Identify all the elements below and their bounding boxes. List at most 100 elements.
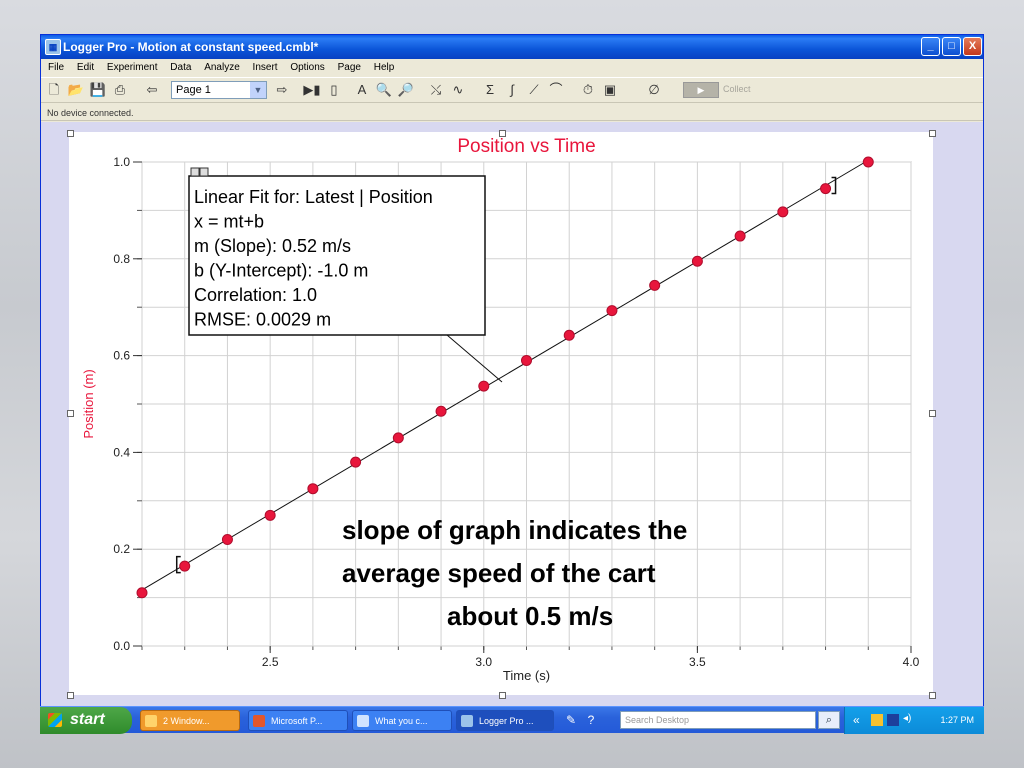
maximize-button[interactable]: □: [942, 37, 961, 56]
data-point[interactable]: [862, 156, 874, 168]
y-tick-label: 0.2: [113, 542, 130, 556]
collect-button[interactable]: ▶: [683, 82, 719, 98]
data-point[interactable]: [691, 255, 703, 267]
save-icon[interactable]: 💾: [89, 82, 107, 97]
menu-options[interactable]: Options: [290, 62, 325, 73]
tangent-icon[interactable]: ∿: [452, 82, 464, 97]
resize-handle[interactable]: [929, 692, 936, 699]
graph-panel[interactable]: 2.5 3.0 3.5 4.0 0.0 0.2 0.4 0.6 0.8 1.0 Position v…: [69, 132, 933, 695]
data-point[interactable]: [606, 305, 618, 317]
search-desktop-input[interactable]: Search Desktop: [620, 711, 816, 729]
data-point[interactable]: [435, 405, 447, 417]
taskbar-item-label: Logger Pro ...: [479, 716, 534, 726]
data-point[interactable]: [563, 329, 575, 341]
resize-handle[interactable]: [67, 130, 74, 137]
data-point[interactable]: [350, 456, 362, 468]
statistics-icon[interactable]: Σ: [485, 82, 495, 97]
volume-icon[interactable]: ◂): [903, 713, 912, 724]
fit-range-end-bracket[interactable]: [831, 176, 837, 195]
windows-flag-icon: [48, 713, 62, 727]
search-icon[interactable]: ⌕: [818, 711, 840, 729]
data-point[interactable]: [777, 206, 789, 218]
menu-file[interactable]: File: [48, 62, 65, 73]
linear-fit-icon[interactable]: ⟋: [529, 82, 539, 97]
data-point[interactable]: [307, 483, 319, 495]
menu-analyze[interactable]: Analyze: [204, 62, 240, 73]
data-point[interactable]: [649, 279, 661, 291]
position-time-graph[interactable]: 2.5 3.0 3.5 4.0 0.0 0.2 0.4 0.6 0.8 1.0 Position v…: [69, 132, 933, 695]
fit-box-close-icon[interactable]: [190, 167, 200, 177]
menu-data[interactable]: Data: [170, 62, 192, 73]
open-folder-icon[interactable]: 📂: [67, 82, 85, 97]
zoom-in-icon[interactable]: 🔍: [375, 82, 393, 97]
menu-insert[interactable]: Insert: [252, 62, 278, 73]
resize-handle[interactable]: [499, 130, 506, 137]
stopwatch-icon[interactable]: ⏱: [582, 82, 594, 97]
zero-icon[interactable]: ∅: [648, 82, 660, 97]
taskbar-item-windows[interactable]: 2 Window...: [140, 710, 240, 731]
resize-handle[interactable]: [499, 692, 506, 699]
tray-expand-icon[interactable]: «: [853, 713, 860, 727]
annotation-text: average speed of the cart: [342, 558, 656, 588]
fit-box-line: Linear Fit for: Latest | Position: [194, 187, 433, 207]
minimize-button[interactable]: _: [921, 37, 940, 56]
taskbar-item-label: 2 Window...: [163, 716, 210, 726]
taskbar-item-powerpoint[interactable]: Microsoft P...: [248, 710, 348, 731]
integral-icon[interactable]: ∫: [510, 82, 514, 97]
powerpoint-icon: [253, 715, 265, 727]
y-tick-label: 0.4: [113, 445, 130, 459]
close-button[interactable]: X: [963, 37, 982, 56]
warning-icon[interactable]: [871, 714, 883, 726]
autoscale-icon[interactable]: A: [357, 82, 367, 97]
fit-box-connector: [446, 334, 503, 383]
collect-label: Collect: [723, 84, 751, 94]
new-file-icon[interactable]: 🗋: [48, 82, 60, 97]
fit-box-line: x = mt+b: [194, 212, 264, 232]
resize-handle[interactable]: [929, 130, 936, 137]
graph-options-icon[interactable]: ▣: [603, 82, 617, 97]
zoom-out-icon[interactable]: 🔎: [397, 82, 415, 97]
taskbar-item-logger-pro[interactable]: Logger Pro ...: [456, 710, 554, 731]
next-page-icon[interactable]: ⇨: [276, 82, 288, 97]
print-icon[interactable]: ⎙: [114, 82, 126, 97]
table-icon[interactable]: ▯: [330, 82, 338, 97]
start-button[interactable]: start: [40, 707, 132, 734]
x-tick-label: 2.5: [262, 655, 279, 669]
menu-page[interactable]: Page: [337, 62, 361, 73]
menu-help[interactable]: Help: [373, 62, 395, 73]
previous-page-icon[interactable]: ⇦: [146, 82, 158, 97]
logger-pro-window: ▦ Logger Pro - Motion at constant speed.…: [40, 34, 984, 707]
taskbar-item-label: Microsoft P...: [271, 716, 323, 726]
data-point[interactable]: [734, 230, 746, 242]
examine-icon[interactable]: ⤯: [430, 82, 442, 97]
fit-range-start-bracket[interactable]: [175, 555, 181, 574]
title-bar[interactable]: ▦ Logger Pro - Motion at constant speed.…: [41, 35, 983, 59]
security-icon[interactable]: [887, 714, 899, 726]
taskbar-item-browser[interactable]: What you c...: [352, 710, 452, 731]
data-point[interactable]: [136, 587, 148, 599]
clock: 1:27 PM: [940, 715, 974, 725]
fit-box-border: [188, 175, 486, 336]
linear-fit-box[interactable]: Linear Fit for: Latest | Position x = mt+…: [188, 167, 486, 336]
curve-fit-icon[interactable]: ⌒: [549, 82, 563, 97]
data-point[interactable]: [392, 432, 404, 444]
resize-handle[interactable]: [67, 692, 74, 699]
resize-handle[interactable]: [67, 410, 74, 417]
data-point[interactable]: [521, 354, 532, 366]
chevron-down-icon: ▼: [250, 82, 266, 98]
fit-box-options-icon[interactable]: [199, 167, 209, 177]
menu-edit[interactable]: Edit: [76, 62, 95, 73]
data-point[interactable]: [179, 560, 191, 572]
resize-handle[interactable]: [929, 410, 936, 417]
start-label: start: [70, 711, 105, 728]
page-select[interactable]: Page 1 ▼: [171, 81, 267, 99]
data-point[interactable]: [478, 380, 490, 392]
toolbar: 🗋 📂 💾 ⎙ ⇦ Page 1 ▼ ⇨ ▶▮ ▯ A 🔍 🔎 ⤯ ∿ Σ ∫ …: [41, 77, 983, 103]
data-point[interactable]: [820, 183, 832, 195]
help-icon[interactable]: ?: [587, 713, 595, 727]
tools-icon[interactable]: ✎: [565, 713, 577, 727]
menu-experiment[interactable]: Experiment: [106, 62, 158, 73]
data-point[interactable]: [221, 534, 233, 546]
data-point[interactable]: [264, 509, 276, 521]
data-browser-icon[interactable]: ▶▮: [303, 82, 321, 97]
